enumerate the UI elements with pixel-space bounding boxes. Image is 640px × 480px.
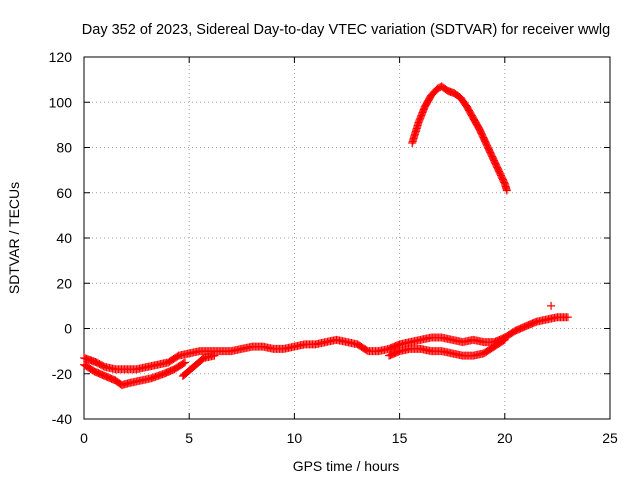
data-point-fill bbox=[486, 149, 495, 158]
x-tick-label: 15 bbox=[392, 430, 408, 446]
data-point-fill bbox=[498, 337, 507, 346]
y-tick-label: 0 bbox=[64, 321, 72, 337]
tick-labels: -40 -20 0 20 40 60 80 100 120 0 5 10 15 20 25 bbox=[49, 49, 618, 446]
x-tick-label: 10 bbox=[287, 430, 303, 446]
data-point-fill bbox=[499, 336, 508, 345]
x-axis-label: GPS time / hours bbox=[293, 458, 400, 474]
y-tick-label: 40 bbox=[56, 230, 72, 246]
x-tick-label: 5 bbox=[185, 430, 193, 446]
data-point-fill bbox=[172, 353, 181, 362]
data-point-fill bbox=[208, 351, 217, 360]
y-tick-label: 100 bbox=[49, 94, 73, 110]
data-point-fill bbox=[480, 136, 489, 145]
y-tick-label: 60 bbox=[56, 185, 72, 201]
data-point-fill bbox=[499, 176, 508, 185]
y-tick-label: 20 bbox=[56, 275, 72, 291]
data-point-fill bbox=[179, 359, 188, 368]
x-tick-label: 0 bbox=[80, 430, 88, 446]
data-point-fill bbox=[361, 345, 370, 354]
data-point-fill bbox=[474, 122, 483, 131]
data-point bbox=[547, 301, 556, 310]
x-tick-label: 20 bbox=[497, 430, 513, 446]
y-tick-label: -40 bbox=[52, 411, 72, 427]
data-point-fill bbox=[98, 361, 107, 370]
data-point-fill bbox=[115, 379, 124, 388]
data-point-fill bbox=[493, 163, 502, 172]
grid bbox=[84, 57, 610, 419]
axis-ticks bbox=[83, 56, 611, 420]
chart-title: Day 352 of 2023, Sidereal Day-to-day VTE… bbox=[82, 22, 610, 38]
y-tick-label: 80 bbox=[56, 140, 72, 156]
y-axis-label: SDTVAR / TECUs bbox=[6, 182, 22, 294]
y-tick-label: -20 bbox=[52, 366, 72, 382]
data-point-fill bbox=[502, 185, 511, 194]
data-point-fill bbox=[562, 313, 571, 322]
x-tick-label: 25 bbox=[602, 430, 618, 446]
data-points bbox=[80, 82, 572, 390]
data-point-fill bbox=[178, 360, 187, 369]
y-tick-label: 120 bbox=[49, 49, 73, 65]
